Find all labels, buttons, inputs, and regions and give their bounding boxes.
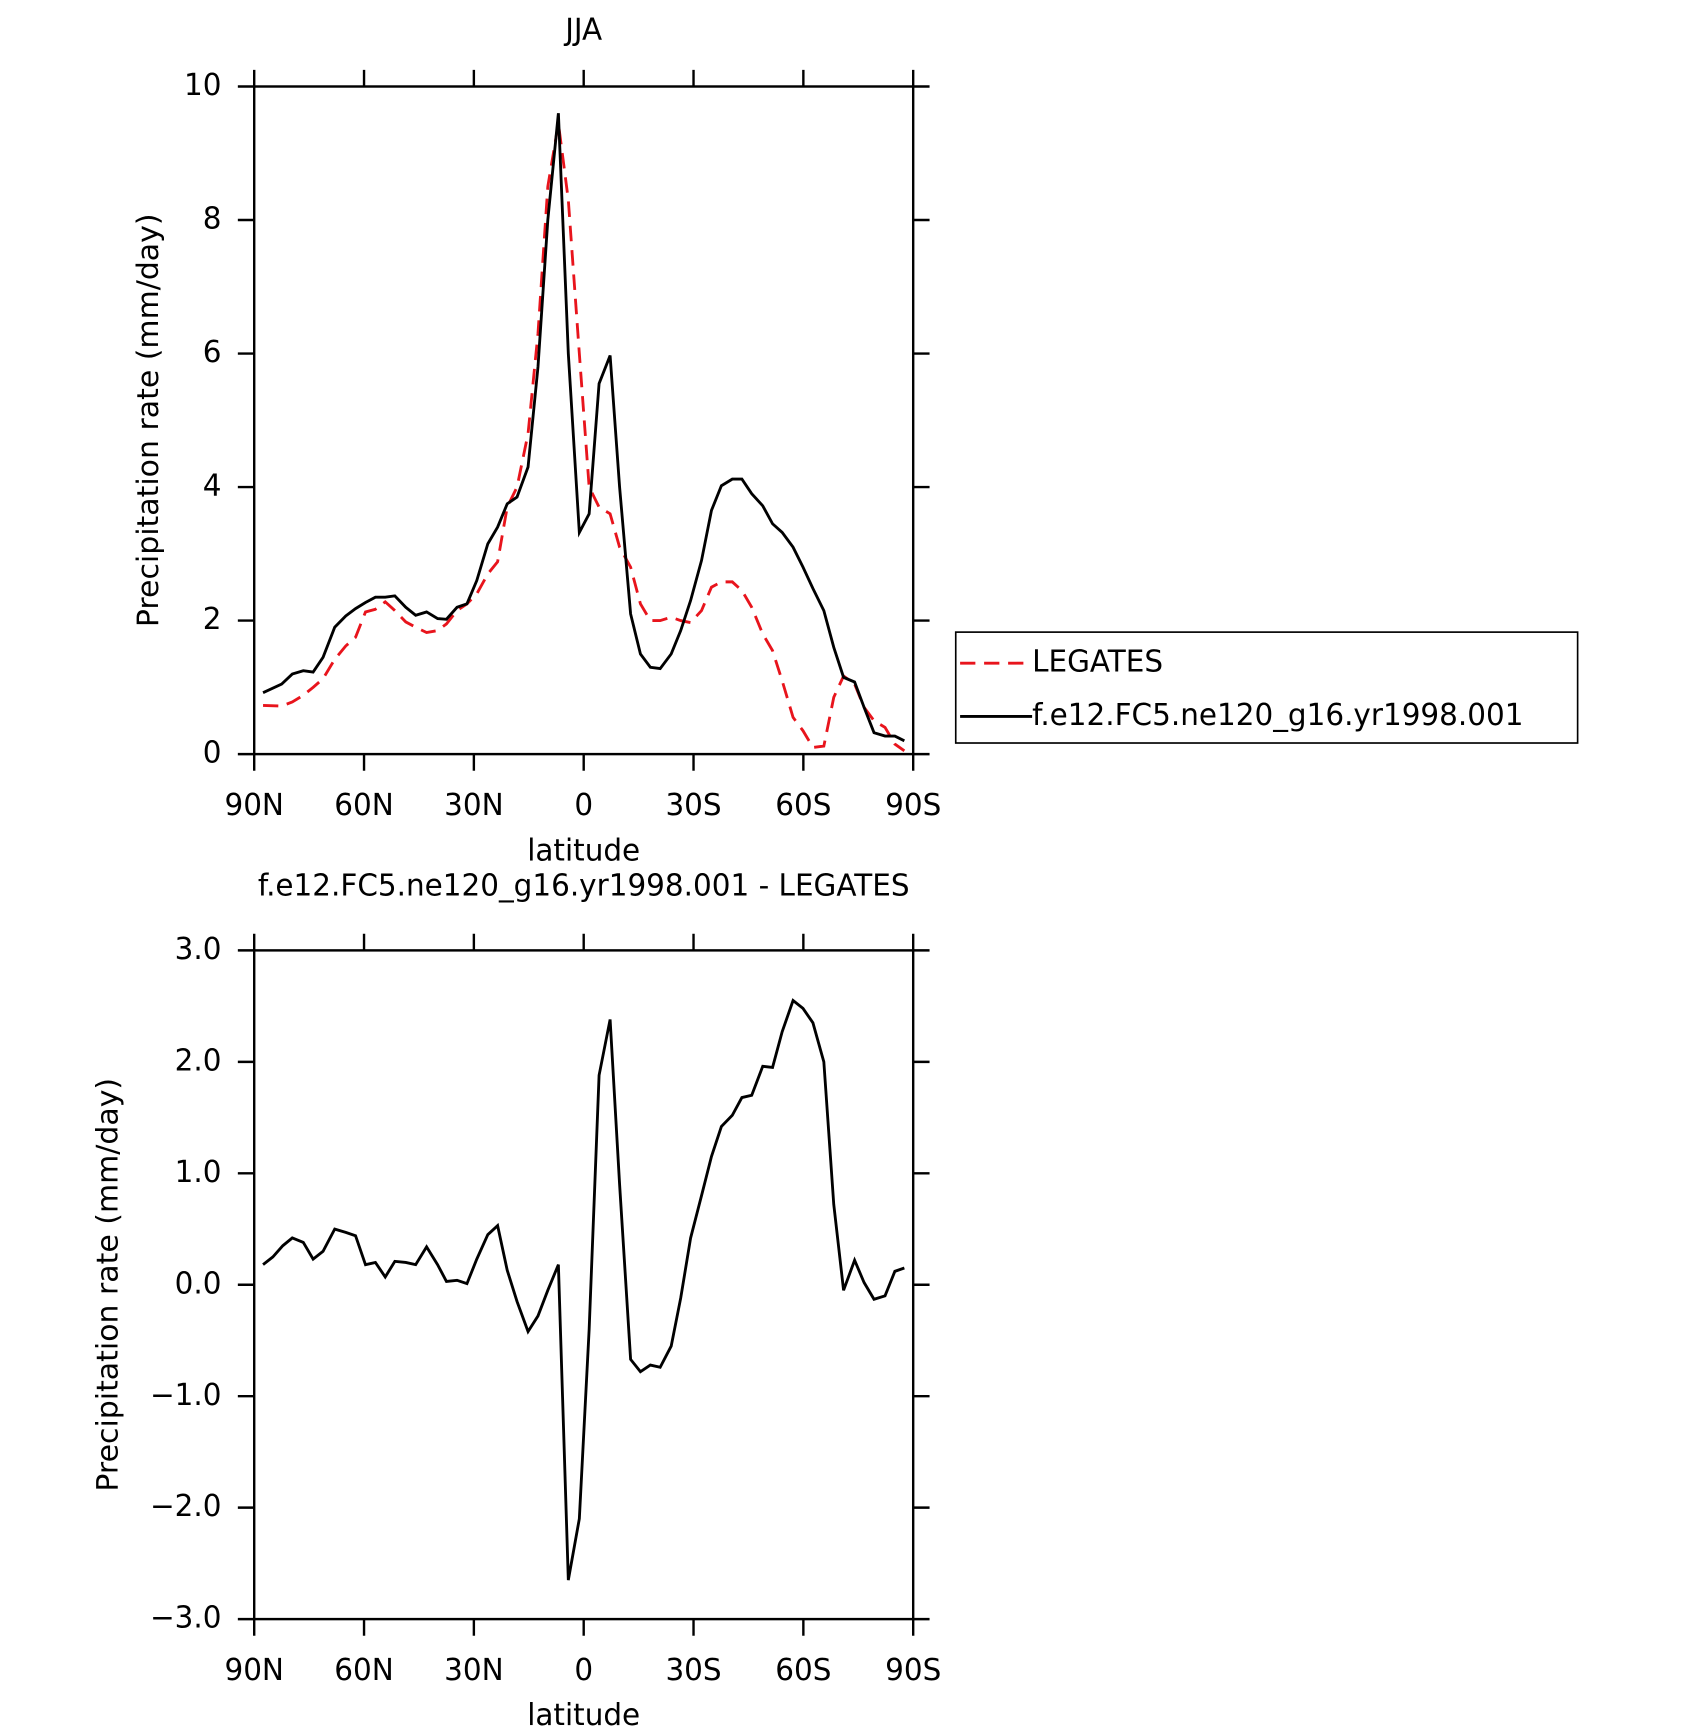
data-line [262, 122, 906, 752]
x-tick-label: 60S [775, 788, 831, 823]
y-axis-label: Precipitation rate (mm/day) [91, 1078, 126, 1492]
x-tick-label: 60N [334, 1653, 393, 1688]
x-tick-label: 30N [444, 788, 503, 823]
chart-title: JJA [563, 12, 603, 47]
x-tick-label: 90N [224, 1653, 283, 1688]
y-tick-label: 0.0 [175, 1266, 222, 1301]
x-tick-label: 90S [885, 1653, 941, 1688]
x-tick-label: 30N [444, 1653, 503, 1688]
plot-frame [253, 949, 915, 1621]
y-tick-label: 0 [203, 735, 222, 770]
y-tick-label: −3.0 [150, 1600, 222, 1635]
legend-label: f.e12.FC5.ne120_g16.yr1998.001 [1032, 698, 1523, 733]
x-tick-label: 60S [775, 1653, 831, 1688]
legend-label: LEGATES [1032, 645, 1163, 680]
x-tick-label: 30S [665, 788, 721, 823]
x-tick-label: 60N [334, 788, 393, 823]
y-tick-label: −1.0 [150, 1378, 222, 1413]
y-tick-label: 8 [203, 201, 222, 236]
plot-frame [253, 85, 915, 756]
legend-box [954, 631, 1579, 744]
y-tick-label: −2.0 [150, 1489, 222, 1524]
data-line [262, 113, 905, 743]
y-tick-label: 4 [203, 468, 222, 503]
y-tick-label: 1.0 [175, 1155, 222, 1190]
x-axis-label: latitude [527, 833, 640, 868]
y-tick-label: 3.0 [175, 932, 222, 967]
y-axis-label: Precipitation rate (mm/day) [131, 213, 166, 627]
x-tick-label: 0 [574, 1653, 593, 1688]
x-tick-label: 30S [665, 1653, 721, 1688]
chart-title: f.e12.FC5.ne120_g16.yr1998.001 - LEGATES [258, 869, 910, 904]
x-tick-label: 0 [574, 788, 593, 823]
x-axis-label: latitude [527, 1698, 640, 1730]
data-line [262, 998, 905, 1581]
y-tick-label: 2 [203, 602, 222, 637]
y-tick-label: 2.0 [175, 1043, 222, 1078]
y-tick-label: 6 [203, 335, 222, 370]
x-tick-label: 90S [885, 788, 941, 823]
x-tick-label: 90N [224, 788, 283, 823]
y-tick-label: 10 [184, 68, 221, 103]
